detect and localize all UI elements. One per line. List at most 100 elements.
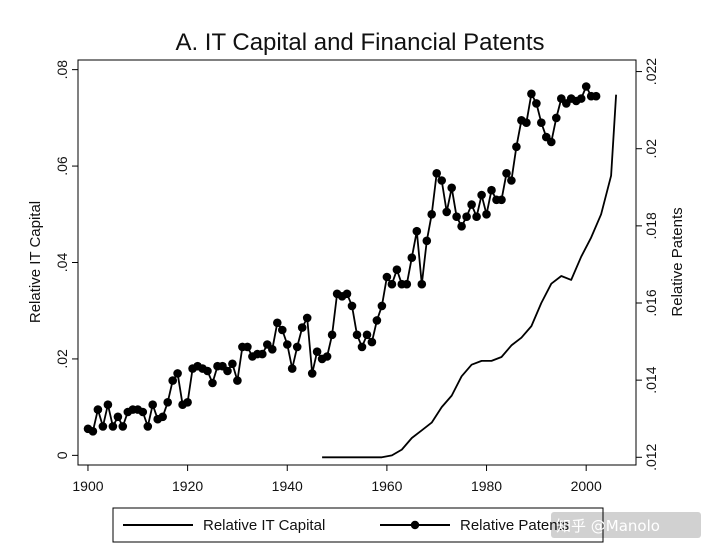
patents-data-point	[402, 279, 412, 289]
right-y-tick-label: .02	[643, 139, 659, 159]
x-tick-label: 1900	[72, 478, 103, 494]
patents-data-point	[347, 301, 357, 311]
patents-data-point	[88, 427, 98, 436]
patents-data-point	[537, 118, 546, 127]
patents-data-point	[452, 212, 461, 221]
patents-data-point	[243, 342, 252, 352]
patents-data-point	[487, 185, 496, 195]
x-tick-label: 2000	[571, 478, 602, 494]
x-tick-label: 1960	[371, 478, 402, 494]
patents-data-point	[512, 142, 521, 152]
patents-data-point	[173, 369, 182, 378]
patents-data-point	[552, 113, 561, 123]
patents-data-point	[482, 210, 491, 219]
patents-data-point	[527, 89, 536, 99]
patents-data-point	[322, 352, 332, 361]
patents-data-point	[576, 94, 586, 103]
chart-title: A. IT Capital and Financial Patents	[175, 29, 544, 56]
patents-data-point	[183, 398, 192, 407]
patents-data-point	[382, 272, 392, 282]
patents-data-point	[412, 226, 422, 236]
legend-box	[112, 507, 604, 543]
patents-data-point	[457, 222, 466, 231]
patents-data-point	[507, 176, 516, 185]
watermark-backdrop	[551, 512, 701, 538]
patents-data-point	[327, 330, 337, 340]
patents-data-point	[143, 422, 153, 431]
patents-data-point	[287, 364, 297, 373]
patents-data-point	[591, 91, 601, 101]
x-tick-label: 1940	[272, 478, 303, 494]
patents-data-point	[372, 316, 382, 325]
right-y-tick-label: .022	[643, 58, 659, 85]
patents-data-point	[342, 289, 352, 299]
left-y-axis-title: Relative IT Capital	[27, 201, 44, 323]
patents-data-point	[93, 405, 103, 414]
patents-data-point	[258, 349, 267, 359]
patents-data-point	[367, 337, 377, 347]
x-axis-ticks: 1900 1920 1940 1960 1980 2000	[72, 465, 602, 494]
patents-data-point	[292, 342, 302, 352]
patents-data-point	[362, 330, 372, 340]
patents-data-point	[497, 195, 506, 205]
patents-data-point	[522, 118, 531, 127]
patents-data-point	[208, 378, 217, 388]
patents-data-point	[467, 200, 476, 209]
patents-data-point	[307, 369, 317, 378]
patents-data-point	[432, 169, 442, 178]
patents-data-point	[163, 398, 172, 407]
patents-data-point	[118, 422, 128, 431]
patents-data-point	[427, 210, 437, 219]
series-layer	[83, 82, 617, 459]
right-y-axis-title: Relative Patents	[669, 207, 686, 316]
patents-data-point	[203, 366, 212, 376]
patents-data-point	[472, 212, 481, 221]
right-y-tick-label: .014	[643, 366, 659, 393]
patents-data-point	[168, 376, 177, 385]
left-y-tick-label: .02	[54, 349, 70, 369]
plot-frame	[77, 59, 637, 466]
patents-data-point	[422, 236, 432, 246]
legend-label-it-capital: Relative IT Capital	[203, 517, 325, 534]
patents-data-point	[462, 212, 471, 221]
right-y-axis-ticks: .012 .014 .016 .018 .02 .022	[636, 58, 659, 471]
patents-data-point	[228, 359, 237, 369]
patents-data-point	[302, 313, 312, 323]
series-line-it-capital	[322, 94, 617, 459]
left-y-axis-ticks: 0 .02 .04 .06 .08	[54, 60, 78, 459]
right-y-tick-label: .012	[643, 443, 659, 470]
patents-data-point	[312, 347, 322, 357]
patents-data-point	[223, 366, 232, 376]
patents-data-point	[447, 183, 457, 193]
patents-data-point	[581, 82, 591, 91]
watermark-text: 知乎 @Manolo	[556, 517, 660, 535]
patents-data-point	[357, 342, 367, 352]
x-tick-label: 1980	[471, 478, 502, 494]
patents-data-point	[547, 137, 556, 147]
right-y-tick-label: .016	[643, 289, 659, 316]
right-y-tick-label: .018	[643, 212, 659, 239]
patents-data-point	[273, 318, 282, 328]
patents-data-point	[148, 400, 157, 410]
patents-data-point	[407, 253, 417, 262]
legend: Relative IT Capital Relative Patents	[112, 507, 604, 543]
patents-data-point	[113, 412, 123, 422]
series-line-patents	[87, 85, 597, 433]
patents-data-point	[108, 422, 118, 431]
patents-data-point	[297, 323, 307, 332]
patents-data-point	[268, 345, 277, 354]
left-y-tick-label: .04	[54, 253, 70, 273]
patents-data-point	[138, 407, 148, 417]
patents-data-point	[233, 376, 242, 385]
patents-data-point	[103, 400, 113, 410]
patents-data-point	[377, 301, 387, 311]
legend-swatch-patents-marker	[410, 520, 420, 530]
left-y-tick-label: .08	[54, 60, 70, 80]
patents-data-point	[532, 99, 541, 108]
patents-data-point	[387, 279, 397, 289]
patents-data-point	[477, 190, 486, 200]
patents-data-point	[98, 422, 108, 431]
watermark: 知乎 @Manolo	[551, 512, 701, 538]
